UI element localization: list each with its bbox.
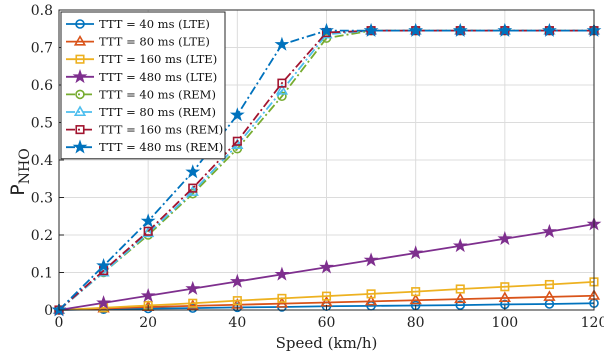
legend-entry: TTT = 480 ms (LTE): [66, 69, 217, 84]
y-axis-label-sub: NHO: [17, 148, 33, 184]
legend-label: TTT = 40 ms (REM): [99, 87, 216, 101]
circle-marker: [75, 19, 85, 29]
star-marker: [363, 22, 379, 37]
square-marker: [411, 287, 421, 297]
legend-label: TTT = 480 ms (LTE): [99, 70, 217, 84]
legend-entry: TTT = 480 ms (REM): [66, 139, 223, 154]
star-marker: [319, 22, 334, 37]
star-marker: [72, 139, 88, 154]
star-marker: [319, 259, 334, 274]
x-tick-label: 60: [318, 315, 336, 331]
star-marker: [185, 164, 201, 179]
x-tick-label: 100: [491, 315, 518, 331]
y-tick-label: 0.5: [31, 116, 53, 132]
legend-entry: TTT = 80 ms (LTE): [66, 35, 210, 49]
square-marker: [500, 282, 510, 292]
triangle-marker: [364, 294, 378, 306]
legend-entry: TTT = 80 ms (REM): [66, 105, 216, 119]
x-tick-label: 0: [55, 315, 64, 331]
star-marker: [140, 213, 156, 228]
y-tick-label: 0.6: [31, 78, 53, 94]
square-marker: [455, 284, 465, 294]
y-tick-label: 0.2: [31, 228, 53, 244]
star-marker: [363, 252, 379, 267]
legend-label: TTT = 160 ms (REM): [99, 123, 223, 137]
square-marker: [277, 78, 287, 88]
y-tick-label: 0: [44, 303, 53, 319]
legend-label: TTT = 480 ms (REM): [99, 140, 223, 154]
x-tick-label: 120: [581, 315, 604, 331]
legend-label: TTT = 40 ms (LTE): [99, 17, 210, 31]
star-marker: [185, 280, 201, 295]
y-tick-label: 0.7: [31, 41, 53, 57]
square-marker: [143, 226, 153, 236]
square-marker: [277, 293, 287, 303]
square-marker: [188, 298, 198, 308]
star-marker: [452, 238, 468, 253]
star-marker: [408, 245, 424, 260]
star-marker: [96, 295, 111, 310]
square-marker: [232, 296, 242, 306]
star-marker: [229, 273, 245, 288]
star-marker: [497, 230, 513, 246]
triangle-marker: [142, 226, 155, 238]
legend-label: TTT = 80 ms (LTE): [99, 35, 210, 49]
triangle-marker: [186, 299, 199, 310]
legend-entry: TTT = 160 ms (LTE): [66, 52, 217, 66]
y-tick-label: 0.3: [31, 191, 53, 207]
x-tick-label: 80: [407, 315, 425, 331]
star-marker: [229, 107, 245, 122]
y-tick-label: 0.8: [31, 3, 53, 19]
star-marker: [542, 223, 557, 238]
y-axis-label: PNHO: [7, 148, 33, 195]
legend-entry: TTT = 160 ms (REM): [66, 123, 223, 137]
axis-ticks: 0 20 40 60 80 100 120 0 0.1 0.2 0.3 0.4 0.5 0.6 0.7 0.8: [31, 3, 604, 331]
triangle-marker: [454, 292, 467, 304]
circle-marker: [75, 89, 85, 100]
y-tick-label: 0.1: [31, 266, 53, 282]
star-marker: [542, 22, 557, 37]
y-axis-label-main: P: [7, 184, 29, 195]
star-marker: [274, 36, 290, 51]
square-marker: [544, 279, 554, 290]
triangle-marker: [73, 34, 87, 46]
star-marker: [452, 22, 468, 37]
legend-entry: TTT = 40 ms (REM): [66, 87, 216, 101]
square-marker: [75, 54, 85, 64]
x-axis-label: Speed (km/h): [276, 334, 378, 352]
legend-entry: TTT = 40 ms (LTE): [66, 17, 210, 31]
legend: TTT = 40 ms (LTE) TTT = 80 ms (LTE) TTT = …: [60, 11, 226, 160]
triangle-marker: [543, 290, 556, 301]
legend-label: TTT = 80 ms (REM): [99, 105, 216, 119]
star-marker: [96, 257, 111, 273]
circle-marker: [455, 300, 466, 310]
square-marker: [232, 136, 242, 146]
star-marker: [140, 287, 156, 303]
triangle-marker: [275, 84, 289, 95]
legend-box: [60, 11, 226, 160]
y-tick-label: 0.4: [31, 153, 53, 169]
legend-label: TTT = 160 ms (LTE): [99, 52, 217, 66]
star-marker: [72, 69, 88, 84]
square-marker: [321, 291, 332, 301]
square-marker: [188, 183, 198, 193]
triangle-marker: [409, 293, 422, 305]
series-group: [51, 22, 602, 317]
square-marker: [75, 125, 85, 135]
x-tick-label: 40: [228, 315, 246, 331]
triangle-marker: [73, 105, 87, 117]
star-marker: [408, 22, 424, 37]
x-tick-label: 20: [139, 315, 157, 331]
star-marker: [274, 266, 290, 281]
square-marker: [366, 289, 376, 299]
triangle-marker: [498, 291, 511, 303]
star-marker: [497, 22, 513, 37]
